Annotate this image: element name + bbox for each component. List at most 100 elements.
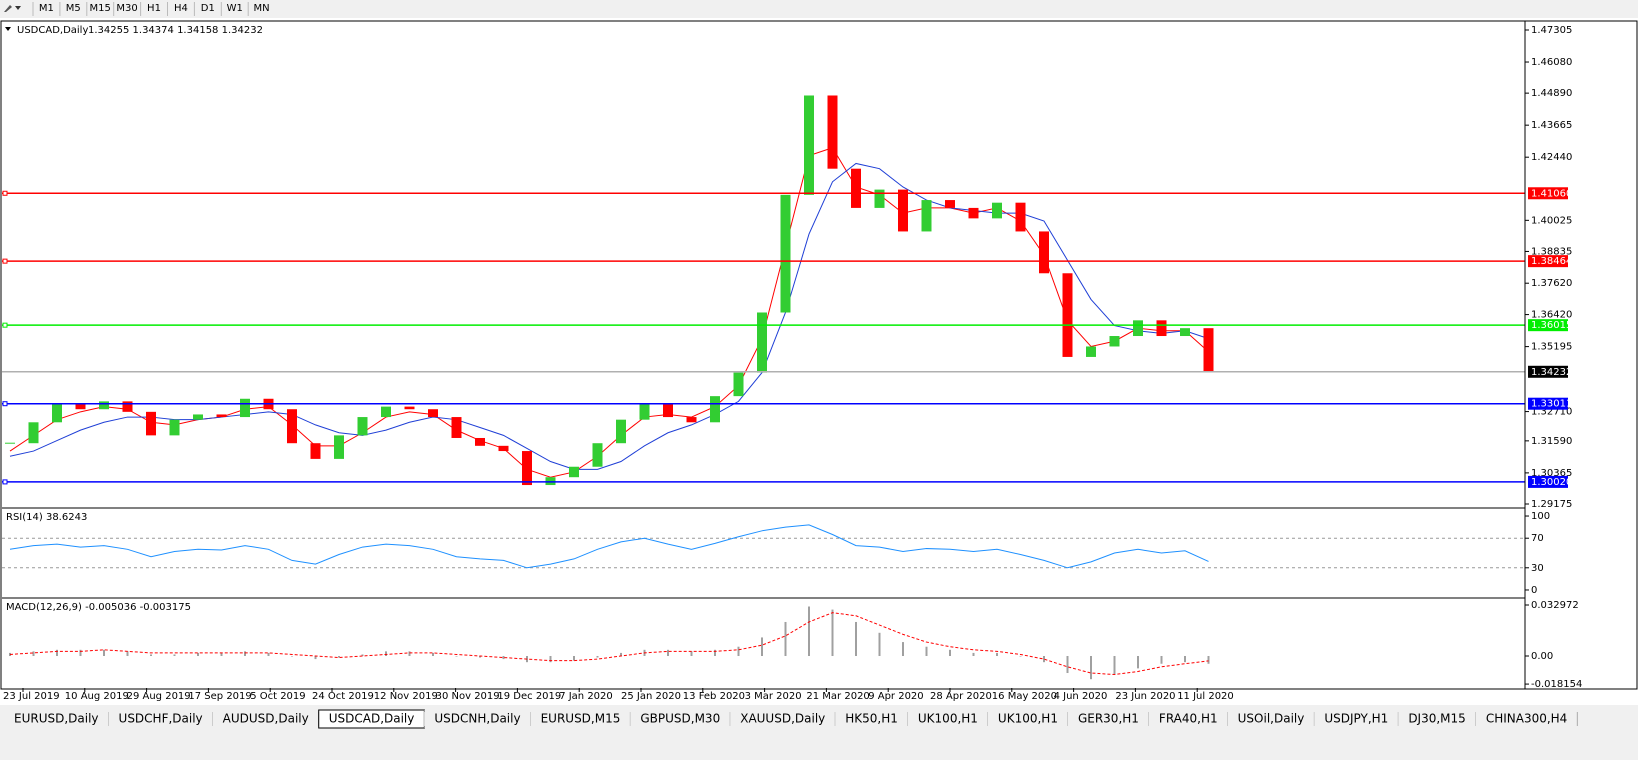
x-tick-label: 30 Nov 2019 — [436, 691, 500, 702]
x-tick-label: 23 Jul 2019 — [3, 691, 60, 702]
x-tick-label: 21 Mar 2020 — [806, 691, 869, 702]
macd-bar — [902, 642, 904, 656]
signal-line — [9, 612, 1209, 676]
candle — [1156, 320, 1167, 337]
moving-average — [9, 162, 1209, 470]
timeframe-button[interactable]: M5 — [66, 3, 81, 14]
tab-label[interactable]: USDCHF,Daily — [119, 712, 203, 726]
tab-label[interactable]: FRA40,H1 — [1159, 712, 1218, 726]
level-line-handle[interactable] — [2, 322, 8, 328]
macd-bar — [197, 652, 199, 656]
tab[interactable] — [108, 710, 213, 728]
panel-title: USDCAD,Daily — [17, 25, 88, 36]
tab[interactable] — [907, 710, 988, 728]
macd-bar — [479, 655, 481, 658]
macd-bar — [1207, 655, 1210, 664]
tab[interactable] — [1227, 710, 1315, 728]
tab[interactable] — [835, 710, 908, 728]
macd-bar — [291, 655, 293, 657]
tab-label[interactable]: USOil,Daily — [1238, 712, 1305, 726]
candle — [569, 466, 579, 478]
timeframe-button[interactable]: H4 — [174, 3, 188, 14]
tab-label[interactable]: HK50,H1 — [845, 712, 898, 726]
macd-bar — [784, 621, 787, 656]
chart-window — [0, 20, 1638, 690]
macd-bar — [620, 652, 622, 656]
candle — [498, 445, 509, 452]
tab[interactable] — [4, 710, 109, 728]
level-line-handle[interactable] — [2, 190, 8, 196]
tab-label[interactable]: AUDUSD,Daily — [223, 712, 309, 726]
macd-bar — [314, 655, 317, 660]
level-line-handle[interactable] — [2, 479, 8, 485]
tab-label[interactable]: UK100,H1 — [998, 712, 1058, 726]
macd-bar — [714, 649, 716, 656]
tab-label[interactable]: USDCNH,Daily — [434, 712, 520, 726]
timeframe-button[interactable]: D1 — [201, 3, 215, 14]
tab-label[interactable]: EURUSD,M15 — [541, 712, 621, 726]
timeframe-button[interactable]: MN — [254, 3, 270, 14]
tab-label[interactable]: GER30,H1 — [1078, 712, 1139, 726]
tool-dropdown[interactable] — [15, 6, 21, 10]
level-line-handle[interactable] — [2, 258, 8, 264]
tab[interactable] — [1398, 710, 1476, 728]
tab-label[interactable]: UK100,H1 — [918, 712, 978, 726]
tab-label[interactable]: USDJPY,H1 — [1324, 712, 1388, 726]
y-tick-label: 1.30365 — [1531, 468, 1572, 479]
tab[interactable] — [630, 710, 731, 728]
candle — [616, 419, 626, 444]
tab-label[interactable]: XAUUSD,Daily — [740, 712, 825, 726]
candle — [898, 189, 908, 232]
x-tick-label: 11 Jul 2020 — [1177, 691, 1234, 702]
candle — [710, 396, 720, 423]
level-line-label: 1.36015 — [1531, 320, 1572, 331]
y-tick-label: 1.32710 — [1531, 407, 1572, 418]
tab-label[interactable]: DJ30,M15 — [1408, 712, 1466, 726]
level-line-label: 1.41060 — [1531, 188, 1572, 199]
timeframe-button[interactable]: M1 — [39, 3, 54, 14]
timeframe-button[interactable]: H1 — [147, 3, 161, 14]
y-tick-label: 1.29175 — [1531, 499, 1572, 510]
candle — [1015, 202, 1026, 232]
tab-label[interactable]: GBPUSD,M30 — [640, 712, 720, 726]
level-line-handle[interactable] — [2, 401, 8, 407]
tab[interactable] — [424, 710, 531, 728]
macd-bar — [549, 655, 552, 663]
y-tick-label: 0.032972 — [1531, 600, 1579, 611]
collapse-arrow[interactable] — [5, 27, 11, 31]
tool-icon[interactable] — [4, 5, 12, 12]
tab[interactable] — [212, 710, 319, 728]
timeframe-button[interactable]: W1 — [227, 3, 243, 14]
tab-label[interactable]: EURUSD,Daily — [14, 712, 99, 726]
tab[interactable] — [1475, 710, 1578, 728]
tab[interactable] — [530, 710, 631, 728]
tab[interactable] — [730, 710, 836, 728]
macd-bar — [1090, 655, 1092, 680]
macd-bar — [573, 655, 575, 661]
panel-title: MACD(12,26,9) -0.005036 -0.003175 — [6, 602, 191, 613]
macd-bar — [737, 646, 740, 656]
tab-label[interactable]: USDCAD,Daily — [329, 712, 415, 726]
tab[interactable] — [1148, 710, 1228, 728]
candle — [1062, 273, 1073, 357]
candle — [663, 403, 673, 418]
candle — [1039, 231, 1049, 274]
level-line-label: 1.33011 — [1531, 399, 1572, 410]
tab[interactable] — [1314, 710, 1399, 728]
tab[interactable] — [1067, 710, 1149, 728]
candle — [122, 401, 133, 412]
tab[interactable] — [987, 710, 1068, 728]
candle — [404, 406, 415, 410]
candle — [804, 95, 814, 195]
x-tick-label: 10 Aug 2019 — [65, 691, 129, 702]
macd-bar — [338, 655, 340, 658]
tab-label[interactable]: CHINA300,H4 — [1486, 712, 1568, 726]
candle — [874, 189, 885, 208]
macd-bar — [56, 649, 58, 656]
timeframe-button[interactable]: M15 — [90, 3, 111, 14]
x-tick-label: 25 Jan 2020 — [621, 691, 681, 702]
timeframe-button[interactable]: M30 — [116, 3, 137, 14]
macd-bar — [667, 649, 669, 656]
